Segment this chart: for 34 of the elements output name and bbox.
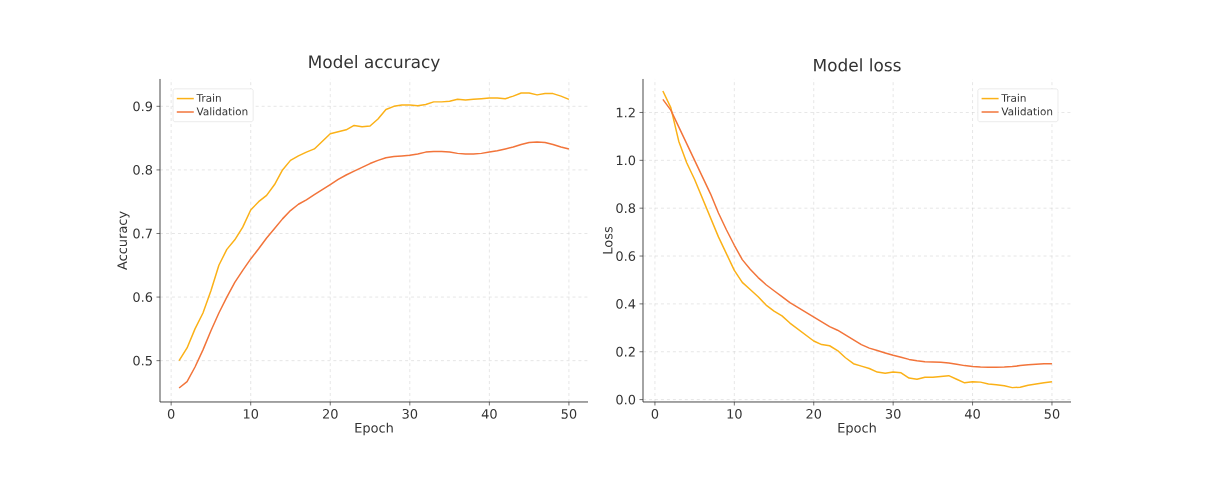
- chart-title: Model accuracy: [309, 55, 440, 72]
- chart-title: Model loss: [814, 58, 901, 72]
- legend-label: Validation: [1001, 107, 1053, 116]
- x-axis-title: Epoch: [355, 422, 393, 436]
- y-tick-label: 0.7: [133, 228, 152, 239]
- y-tick-label: 0.8: [133, 165, 153, 175]
- x-tick-label: 20: [806, 409, 822, 419]
- y-tick-label: 0.6: [133, 292, 153, 302]
- x-tick-label: 0: [651, 409, 659, 419]
- y-tick-label: 0.5: [133, 355, 152, 366]
- y-tick-label: 0.4: [616, 298, 636, 309]
- y-tick-label: 1.0: [616, 155, 636, 166]
- y-tick-label: 0.2: [616, 346, 635, 357]
- legend-label: Train: [1001, 93, 1026, 102]
- y-axis-title: Accuracy: [117, 211, 130, 270]
- y-tick-label: 0.9: [133, 101, 153, 112]
- legend-label: Train: [196, 93, 221, 102]
- x-axis-title: Epoch: [838, 422, 876, 436]
- y-axis-title: Loss: [602, 226, 613, 254]
- x-tick-label: 10: [727, 409, 742, 419]
- y-tick-label: 0.0: [616, 394, 636, 405]
- y-tick-label: 0.6: [616, 251, 636, 261]
- x-tick-label: 40: [964, 409, 980, 419]
- y-tick-label: 1.2: [616, 107, 635, 118]
- x-tick-label: 20: [322, 409, 338, 419]
- x-tick-label: 0: [167, 409, 175, 419]
- legend-label: Validation: [196, 107, 248, 116]
- x-tick-label: 50: [1044, 409, 1060, 419]
- x-tick-label: 30: [885, 409, 901, 419]
- x-tick-label: 30: [402, 409, 418, 419]
- x-tick-label: 50: [561, 409, 577, 419]
- x-tick-label: 10: [243, 409, 259, 419]
- y-tick-label: 0.8: [616, 203, 636, 214]
- x-tick-label: 40: [481, 409, 497, 419]
